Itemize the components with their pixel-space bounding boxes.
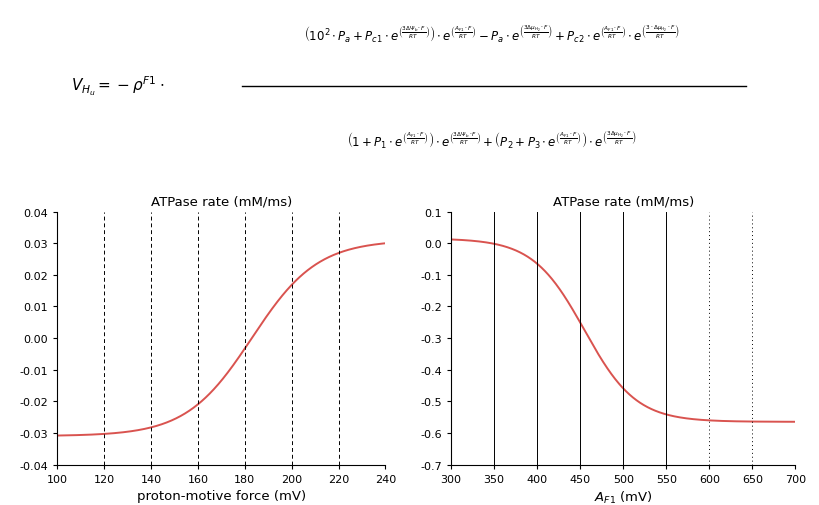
Text: $\left(1 + P_1 \cdot e^{\left(\frac{A_{F1} \cdot F}{RT}\right)}\right) \cdot e^{: $\left(1 + P_1 \cdot e^{\left(\frac{A_{F…	[347, 130, 636, 150]
X-axis label: $A_{F1}$ (mV): $A_{F1}$ (mV)	[593, 489, 652, 505]
Title: ATPase rate (mM/ms): ATPase rate (mM/ms)	[151, 195, 292, 208]
Text: $\left(10^2 \cdot P_a + P_{c1} \cdot e^{\left(\frac{3\Delta\Psi_b \cdot F}{RT}\r: $\left(10^2 \cdot P_a + P_{c1} \cdot e^{…	[304, 24, 679, 45]
Title: ATPase rate (mM/ms): ATPase rate (mM/ms)	[552, 195, 693, 208]
Text: $V_{H_u} = -\rho^{F1} \cdot$: $V_{H_u} = -\rho^{F1} \cdot$	[70, 75, 164, 98]
X-axis label: proton-motive force (mV): proton-motive force (mV)	[137, 489, 305, 502]
